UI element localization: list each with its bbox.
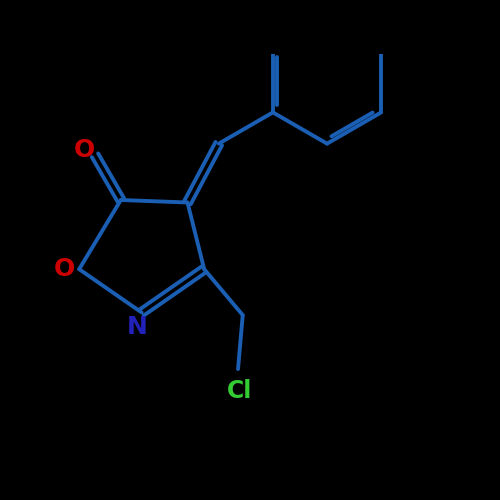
Text: O: O: [54, 257, 75, 281]
Text: Cl: Cl: [227, 379, 252, 403]
Text: O: O: [74, 138, 95, 162]
Text: N: N: [127, 314, 148, 338]
